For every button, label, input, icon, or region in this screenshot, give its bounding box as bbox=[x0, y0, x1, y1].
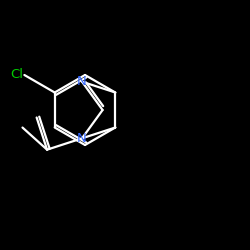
Text: N: N bbox=[77, 75, 87, 88]
Text: N: N bbox=[77, 132, 87, 145]
Text: Cl: Cl bbox=[10, 68, 23, 82]
